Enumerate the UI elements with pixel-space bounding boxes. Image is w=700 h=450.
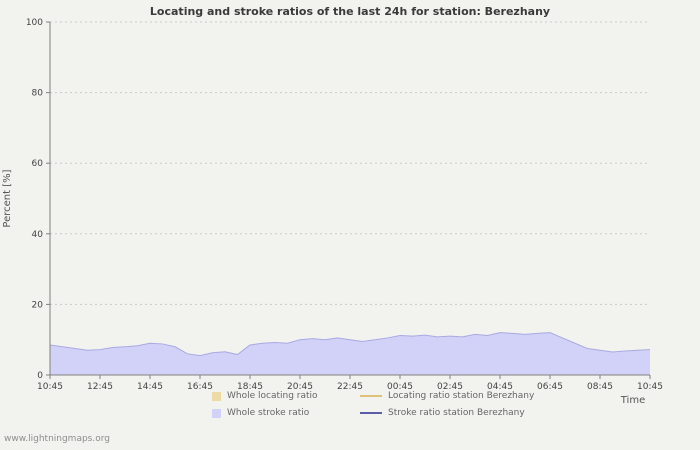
- legend-item-whole-locating-ratio: Whole locating ratio: [212, 391, 350, 401]
- svg-text:08:45: 08:45: [587, 382, 613, 392]
- stroke-ratio-station-swatch: [360, 412, 382, 414]
- legend-label-stroke-ratio-station: Stroke ratio station Berezhany: [388, 408, 525, 418]
- svg-text:20:45: 20:45: [287, 382, 313, 392]
- whole-locating-ratio-swatch: [212, 391, 221, 401]
- svg-text:0: 0: [37, 371, 43, 381]
- chart-legend: Whole locating ratio Locating ratio stat…: [212, 391, 534, 418]
- locating-ratio-station-swatch: [360, 395, 382, 397]
- legend-label-whole-stroke-ratio: Whole stroke ratio: [227, 408, 310, 418]
- legend-item-locating-ratio-station: Locating ratio station Berezhany: [360, 391, 534, 401]
- svg-text:40: 40: [32, 230, 44, 240]
- svg-text:Time: Time: [620, 395, 645, 406]
- chart-title: Locating and stroke ratios of the last 2…: [149, 5, 551, 18]
- svg-text:10:45: 10:45: [637, 382, 663, 392]
- svg-text:60: 60: [32, 159, 44, 169]
- svg-text:12:45: 12:45: [87, 382, 113, 392]
- svg-text:22:45: 22:45: [337, 382, 363, 392]
- legend-label-locating-ratio-station: Locating ratio station Berezhany: [388, 391, 535, 401]
- svg-text:04:45: 04:45: [487, 382, 513, 392]
- legend-item-whole-stroke-ratio: Whole stroke ratio: [212, 408, 350, 418]
- svg-text:18:45: 18:45: [237, 382, 263, 392]
- svg-text:100: 100: [26, 18, 43, 28]
- svg-text:06:45: 06:45: [537, 382, 563, 392]
- svg-text:Percent [%]: Percent [%]: [2, 169, 13, 227]
- svg-text:16:45: 16:45: [187, 382, 213, 392]
- watermark-link[interactable]: www.lightningmaps.org: [4, 434, 110, 444]
- legend-label-whole-locating-ratio: Whole locating ratio: [227, 391, 318, 401]
- svg-text:20: 20: [32, 300, 44, 310]
- svg-text:00:45: 00:45: [387, 382, 413, 392]
- svg-text:02:45: 02:45: [437, 382, 463, 392]
- whole-stroke-ratio-swatch: [212, 408, 221, 418]
- legend-item-stroke-ratio-station: Stroke ratio station Berezhany: [360, 408, 534, 418]
- svg-text:10:45: 10:45: [37, 382, 63, 392]
- svg-text:80: 80: [32, 89, 44, 99]
- svg-text:14:45: 14:45: [137, 382, 163, 392]
